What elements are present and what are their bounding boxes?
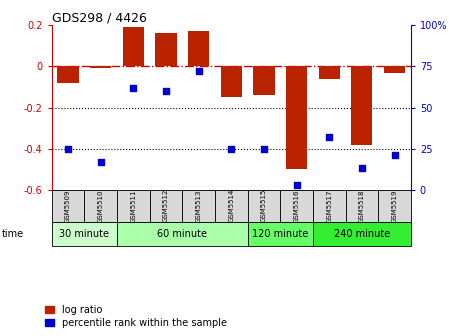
Text: time: time — [2, 229, 24, 239]
Bar — [319, 67, 340, 79]
Text: GSM5515: GSM5515 — [261, 189, 267, 222]
Text: 60 minute: 60 minute — [157, 229, 207, 239]
Point — [260, 146, 268, 151]
Bar — [84, 190, 117, 222]
Bar — [378, 190, 411, 222]
Text: GDS298 / 4426: GDS298 / 4426 — [52, 11, 146, 24]
Bar — [150, 190, 182, 222]
Point — [195, 69, 202, 74]
Bar — [188, 31, 209, 67]
Point — [97, 159, 104, 165]
Text: GSM5517: GSM5517 — [326, 189, 332, 222]
Point — [358, 166, 365, 171]
Point — [163, 88, 170, 94]
Bar — [90, 67, 111, 69]
Bar — [117, 190, 150, 222]
Text: 120 minute: 120 minute — [252, 229, 308, 239]
Bar — [52, 190, 84, 222]
Bar — [215, 190, 247, 222]
Bar — [346, 190, 378, 222]
Point — [293, 182, 300, 187]
Text: GSM5518: GSM5518 — [359, 189, 365, 222]
Bar — [220, 67, 242, 97]
Bar — [286, 67, 307, 169]
Text: GSM5512: GSM5512 — [163, 189, 169, 222]
Bar — [52, 222, 117, 246]
Point — [130, 85, 137, 90]
Bar — [247, 222, 313, 246]
Text: GSM5519: GSM5519 — [392, 189, 397, 222]
Bar — [313, 190, 346, 222]
Point — [326, 134, 333, 140]
Text: 240 minute: 240 minute — [334, 229, 390, 239]
Point — [228, 146, 235, 151]
Text: GSM5516: GSM5516 — [294, 189, 299, 222]
Bar — [57, 67, 79, 83]
Legend: log ratio, percentile rank within the sample: log ratio, percentile rank within the sa… — [45, 305, 227, 328]
Text: GSM5511: GSM5511 — [130, 189, 136, 222]
Bar — [280, 190, 313, 222]
Point — [391, 153, 398, 158]
Bar — [123, 27, 144, 67]
Bar — [247, 190, 280, 222]
Text: GSM5514: GSM5514 — [228, 189, 234, 222]
Bar — [182, 190, 215, 222]
Bar — [313, 222, 411, 246]
Point — [64, 146, 71, 151]
Bar — [253, 67, 274, 95]
Text: 30 minute: 30 minute — [59, 229, 109, 239]
Bar — [117, 222, 247, 246]
Text: GSM5510: GSM5510 — [97, 189, 104, 222]
Text: GSM5513: GSM5513 — [196, 189, 202, 222]
Bar — [155, 34, 176, 67]
Bar — [351, 67, 373, 144]
Bar — [384, 67, 405, 73]
Text: GSM5509: GSM5509 — [65, 189, 71, 222]
